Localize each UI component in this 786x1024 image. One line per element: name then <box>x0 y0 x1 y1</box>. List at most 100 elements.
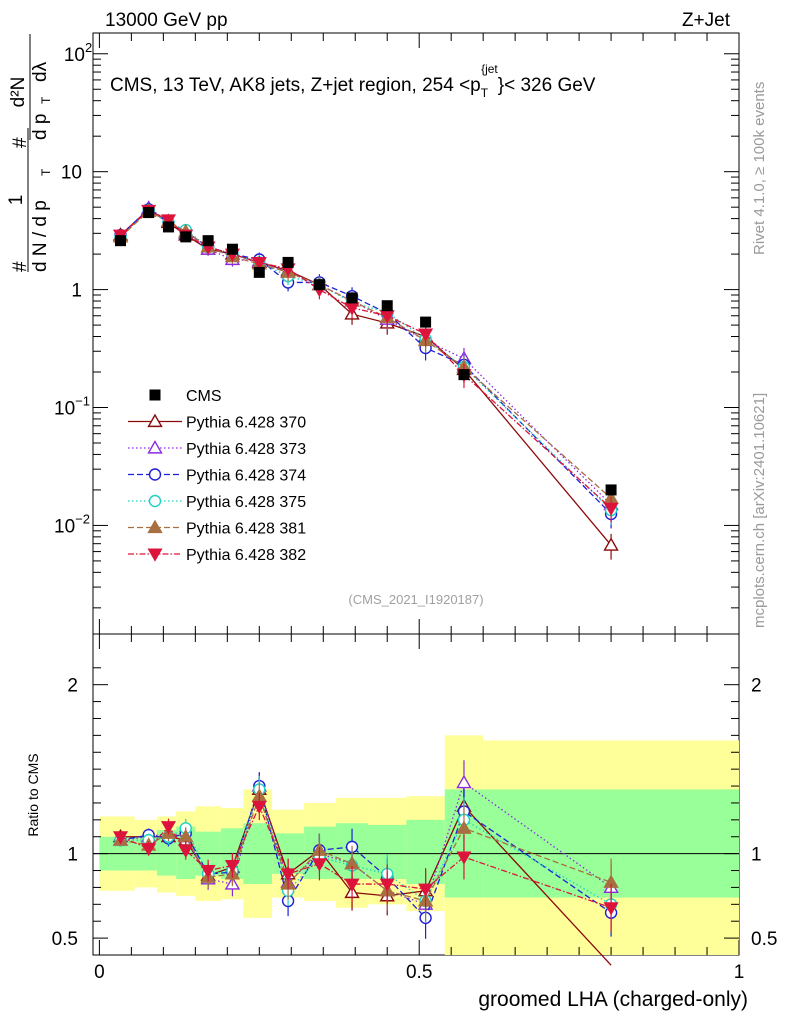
ratio-series-line <box>120 783 612 920</box>
rivet-label: Rivet 4.1.0, ≥ 100k events <box>751 82 768 255</box>
mcplots-label: mcplots.cern.ch [arXiv:2401.10621] <box>751 393 768 628</box>
main-series-line <box>120 207 612 506</box>
data-point <box>143 207 155 219</box>
y-tick-base: 10 <box>64 45 85 66</box>
y-title-t1: T <box>39 168 53 176</box>
y-tick-label: 102 <box>64 40 92 66</box>
legend-label-data: CMS <box>186 388 222 405</box>
legend-marker <box>148 494 162 508</box>
ratio-point <box>224 859 240 874</box>
legend-marker <box>147 519 163 534</box>
legend-marker <box>148 468 162 481</box>
ratio-point <box>603 902 619 916</box>
y-tick-base: 10 <box>54 516 75 537</box>
ratio-point <box>344 878 360 892</box>
legend: CMS Pythia 6.428 370 Pythia 6.428 373 Pythi… <box>128 388 306 564</box>
data-point <box>381 300 393 312</box>
ratio-ticks: 0.5 0.5 1 1 2 2 0 0.5 1 <box>52 634 777 983</box>
ratio-point <box>200 865 216 879</box>
data-point <box>162 221 174 233</box>
legend-marker <box>147 440 163 454</box>
y-tick-label: 10−1 <box>54 394 90 420</box>
legend-marker <box>147 413 163 428</box>
ratio-series-line <box>120 804 612 909</box>
ratio-point <box>178 844 194 858</box>
data-point <box>313 279 325 291</box>
y-title-t2: T <box>39 96 53 104</box>
y-title-hash-2: # <box>10 137 31 148</box>
x-tick-label: 0.5 <box>406 962 432 983</box>
legend-label: Pythia 6.428 381 <box>186 521 306 538</box>
ratio-point <box>280 868 296 882</box>
main-point <box>603 502 619 516</box>
y-tick-exp: −2 <box>75 511 90 526</box>
y-title-dp: d p <box>30 114 51 140</box>
title-pre: CMS, 13 TeV, AK8 jets, Z+jet region, 254… <box>110 75 481 96</box>
y-tick-label: 10−2 <box>54 511 90 537</box>
ratio-point <box>456 820 472 834</box>
data-point <box>202 235 214 247</box>
y-tick-label: 10 <box>61 163 82 184</box>
data-point <box>346 292 358 304</box>
y-tick-base: 10 <box>54 399 75 420</box>
ratio-y-tick-label-left: 0.5 <box>52 929 78 950</box>
ratio-y-title: Ratio to CMS <box>25 753 41 836</box>
ratio-point <box>456 774 472 789</box>
y-tick-exp: 2 <box>85 40 92 55</box>
ratio-point <box>311 858 327 872</box>
header-right: Z+Jet <box>682 10 731 31</box>
data-point <box>282 256 294 268</box>
main-point <box>160 214 177 228</box>
y-title-d2n: d²N <box>8 77 29 108</box>
x-axis-title: groomed LHA (charged-only) <box>478 988 748 1011</box>
y-tick-label: 1 <box>71 281 82 302</box>
data-point <box>458 369 470 381</box>
ratio-y-tick-label-right: 2 <box>751 676 762 697</box>
ratio-point <box>456 851 472 865</box>
y-title-dn: d N / d p <box>30 200 51 272</box>
title-sup: {jet <box>481 62 498 76</box>
header-left: 13000 GeV pp <box>105 10 228 31</box>
data-point <box>226 243 238 255</box>
x-tick-label: 0 <box>94 962 105 983</box>
main-series-line <box>120 209 612 509</box>
main-series-line <box>120 209 612 511</box>
ratio-point <box>418 883 434 897</box>
main-point <box>251 256 267 271</box>
legend-label: Pythia 6.428 373 <box>186 441 306 458</box>
main-point <box>418 328 434 342</box>
legend-label: Pythia 6.428 370 <box>186 415 306 432</box>
ratio-series <box>112 760 619 966</box>
ratio-point <box>141 843 157 857</box>
analysis-label: (CMS_2021_I1920187) <box>348 592 483 607</box>
title-post: }< 326 GeV <box>498 75 596 96</box>
data-point <box>180 231 192 243</box>
ratio-point <box>251 800 267 815</box>
y-title-hash: # <box>10 261 31 272</box>
data-point <box>605 484 617 496</box>
y-tick-exp: −1 <box>75 394 90 409</box>
y-title-one: 1 <box>6 195 27 206</box>
x-tick-label: 1 <box>734 962 745 983</box>
legend-label: Pythia 6.428 382 <box>186 547 306 564</box>
legend-marker-data <box>149 389 161 401</box>
ratio-point <box>379 878 395 892</box>
ratio-y-tick-label-left: 2 <box>67 676 78 697</box>
title-sub: T <box>481 86 489 100</box>
ratio-y-tick-label-right: 1 <box>751 845 762 866</box>
legend-marker <box>147 548 163 562</box>
ratio-y-tick-label-left: 1 <box>67 845 78 866</box>
data-point <box>420 316 432 328</box>
legend-label: Pythia 6.428 374 <box>186 468 306 485</box>
main-point <box>603 537 619 551</box>
data-point <box>253 266 265 278</box>
y-axis-title: # 1 d N / d p T # d²N d p T dλ <box>6 34 53 272</box>
legend-label: Pythia 6.428 375 <box>186 494 306 511</box>
ratio-point <box>112 831 129 845</box>
ratio-point <box>160 821 177 835</box>
plot-title: CMS, 13 TeV, AK8 jets, Z+jet region, 254… <box>110 62 596 100</box>
data-point <box>115 235 127 247</box>
ratio-y-tick-label-right: 0.5 <box>751 929 777 950</box>
